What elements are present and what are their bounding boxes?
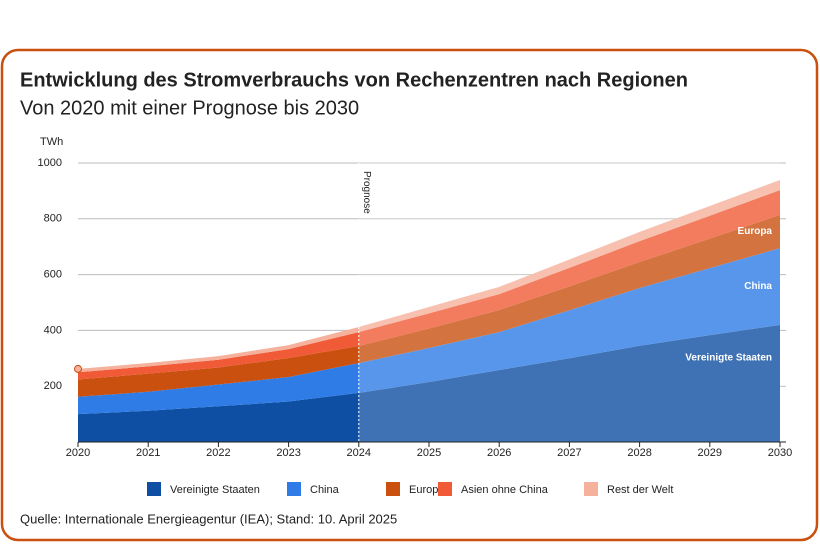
x-tick-label: 2025 (417, 447, 441, 459)
area (78, 324, 780, 442)
area (78, 248, 780, 415)
area-label: Europa (738, 226, 773, 237)
legend-swatch (147, 482, 161, 496)
area-label: China (744, 281, 772, 292)
legend-swatch (438, 482, 452, 496)
legend-label: Vereinigte Staaten (170, 484, 260, 496)
x-tick-label: 2023 (276, 447, 300, 459)
legend-label: Rest der Welt (607, 484, 673, 496)
x-tick-label: 2024 (347, 447, 371, 459)
forecast-shade (358, 153, 780, 442)
chart-title: Entwicklung des Stromverbrauchs von Rech… (20, 69, 688, 91)
x-tick-label: 2022 (206, 447, 230, 459)
legend-swatch (584, 482, 598, 496)
y-tick-label: 400 (44, 324, 62, 336)
x-tick-label: 2029 (698, 447, 722, 459)
x-tick-label: 2027 (557, 447, 581, 459)
legend-swatch (287, 482, 301, 496)
legend-label: Asien ohne China (461, 484, 549, 496)
y-tick-label: 200 (44, 380, 62, 392)
source: Quelle: Internationale Energieagentur (I… (20, 511, 397, 526)
y-tick-label: 800 (44, 213, 62, 225)
x-tick-label: 2028 (627, 447, 651, 459)
y-unit: TWh (40, 136, 63, 148)
chart-subtitle: Von 2020 mit einer Prognose bis 2030 (20, 97, 359, 119)
start-point (74, 364, 82, 373)
y-tick-label: 600 (44, 269, 62, 281)
forecast-label: Prognose (361, 171, 372, 214)
x-tick-label: 2030 (768, 447, 792, 459)
legend-swatch (386, 482, 400, 496)
y-tick-label: 1000 (38, 157, 62, 169)
legend-label: China (310, 484, 340, 496)
x-tick-label: 2026 (487, 447, 511, 459)
legend-label: Europa (409, 484, 445, 496)
x-tick-label: 2021 (136, 447, 160, 459)
area (78, 214, 780, 397)
x-tick-label: 2020 (66, 447, 90, 459)
area-label: Vereinigte Staaten (685, 352, 772, 363)
